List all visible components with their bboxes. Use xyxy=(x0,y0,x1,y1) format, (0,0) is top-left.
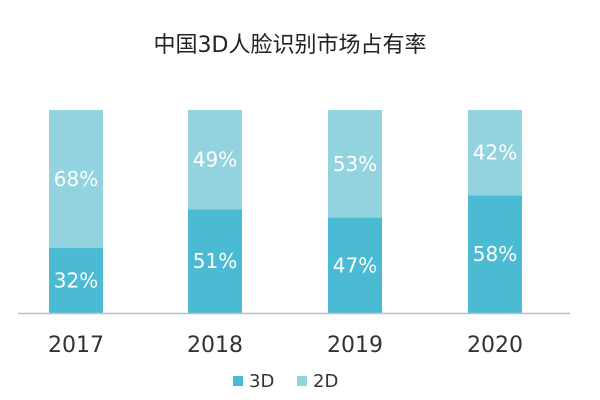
bar-2d-2018 xyxy=(188,110,242,210)
data-label-3d-2020: 58% xyxy=(473,242,517,266)
legend-label-2d: 2D xyxy=(313,371,338,392)
legend-label-3d: 3D xyxy=(249,371,274,392)
x-tick-2019: 2019 xyxy=(327,333,383,358)
data-label-3d-2019: 47% xyxy=(333,253,377,277)
bar-3d-2017 xyxy=(49,248,103,313)
data-label-2d-2020: 42% xyxy=(473,141,517,165)
legend: 3D 2D xyxy=(233,371,338,392)
legend-swatch-2d xyxy=(297,376,307,386)
bars-group: 32% 68% 51% 49% 47% 53% 58% 42% xyxy=(49,110,522,313)
x-tick-labels: 2017 2018 2019 2020 xyxy=(48,333,523,358)
data-label-3d-2018: 51% xyxy=(193,249,237,273)
bar-3d-2019 xyxy=(328,217,382,313)
data-label-2d-2018: 49% xyxy=(193,148,237,172)
chart-title: 中国3D人脸识别市场占有率 xyxy=(154,33,427,58)
bar-3d-2020 xyxy=(468,195,522,313)
bar-2d-2020 xyxy=(468,110,522,196)
x-tick-2020: 2020 xyxy=(467,333,523,358)
data-label-2d-2017: 68% xyxy=(54,167,98,191)
x-tick-2017: 2017 xyxy=(48,333,104,358)
data-label-2d-2019: 53% xyxy=(333,152,377,176)
bar-2d-2017 xyxy=(49,110,103,249)
data-label-3d-2017: 32% xyxy=(54,269,98,293)
legend-swatch-3d xyxy=(233,376,243,386)
bar-2d-2019 xyxy=(328,110,382,218)
x-tick-2018: 2018 xyxy=(187,333,243,358)
bar-3d-2018 xyxy=(188,209,242,313)
